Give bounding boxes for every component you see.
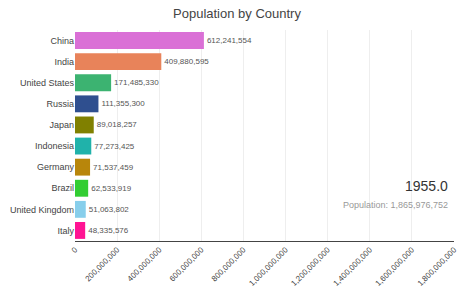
svg-text:51,063,802: 51,063,802	[89, 205, 130, 214]
svg-text:77,273,425: 77,273,425	[94, 142, 135, 151]
svg-text:Italy: Italy	[57, 226, 74, 236]
svg-text:1,000,000,000: 1,000,000,000	[247, 245, 290, 288]
svg-text:171,485,330: 171,485,330	[114, 78, 159, 87]
svg-text:Indonesia: Indonesia	[35, 141, 74, 151]
svg-text:48,335,576: 48,335,576	[88, 226, 129, 235]
svg-text:Population: 1,865,976,752: Population: 1,865,976,752	[343, 200, 448, 210]
svg-text:Japan: Japan	[49, 120, 74, 130]
svg-text:612,241,554: 612,241,554	[207, 36, 252, 45]
svg-text:Population by Country: Population by Country	[173, 6, 301, 21]
svg-text:200,000,000: 200,000,000	[84, 245, 122, 283]
svg-text:United Kingdom: United Kingdom	[10, 205, 74, 215]
svg-text:1,800,000,000: 1,800,000,000	[416, 245, 459, 288]
svg-text:800,000,000: 800,000,000	[210, 245, 248, 283]
svg-text:71,537,459: 71,537,459	[93, 163, 134, 172]
svg-text:1,200,000,000: 1,200,000,000	[289, 245, 332, 288]
svg-text:0: 0	[70, 245, 80, 255]
svg-text:89,018,257: 89,018,257	[97, 120, 138, 129]
svg-text:Brazil: Brazil	[51, 183, 74, 193]
svg-text:United States: United States	[20, 78, 75, 88]
svg-text:Russia: Russia	[46, 99, 74, 109]
svg-text:400,000,000: 400,000,000	[126, 245, 164, 283]
svg-text:1,600,000,000: 1,600,000,000	[374, 245, 417, 288]
svg-text:Germany: Germany	[37, 162, 75, 172]
svg-text:600,000,000: 600,000,000	[168, 245, 206, 283]
svg-text:111,355,300: 111,355,300	[101, 99, 145, 108]
svg-text:409,880,595: 409,880,595	[164, 57, 209, 66]
svg-text:62,533,919: 62,533,919	[91, 184, 132, 193]
svg-text:China: China	[50, 36, 74, 46]
svg-text:India: India	[54, 57, 74, 67]
svg-text:1,400,000,000: 1,400,000,000	[331, 245, 374, 288]
svg-text:1955.0: 1955.0	[405, 178, 448, 194]
